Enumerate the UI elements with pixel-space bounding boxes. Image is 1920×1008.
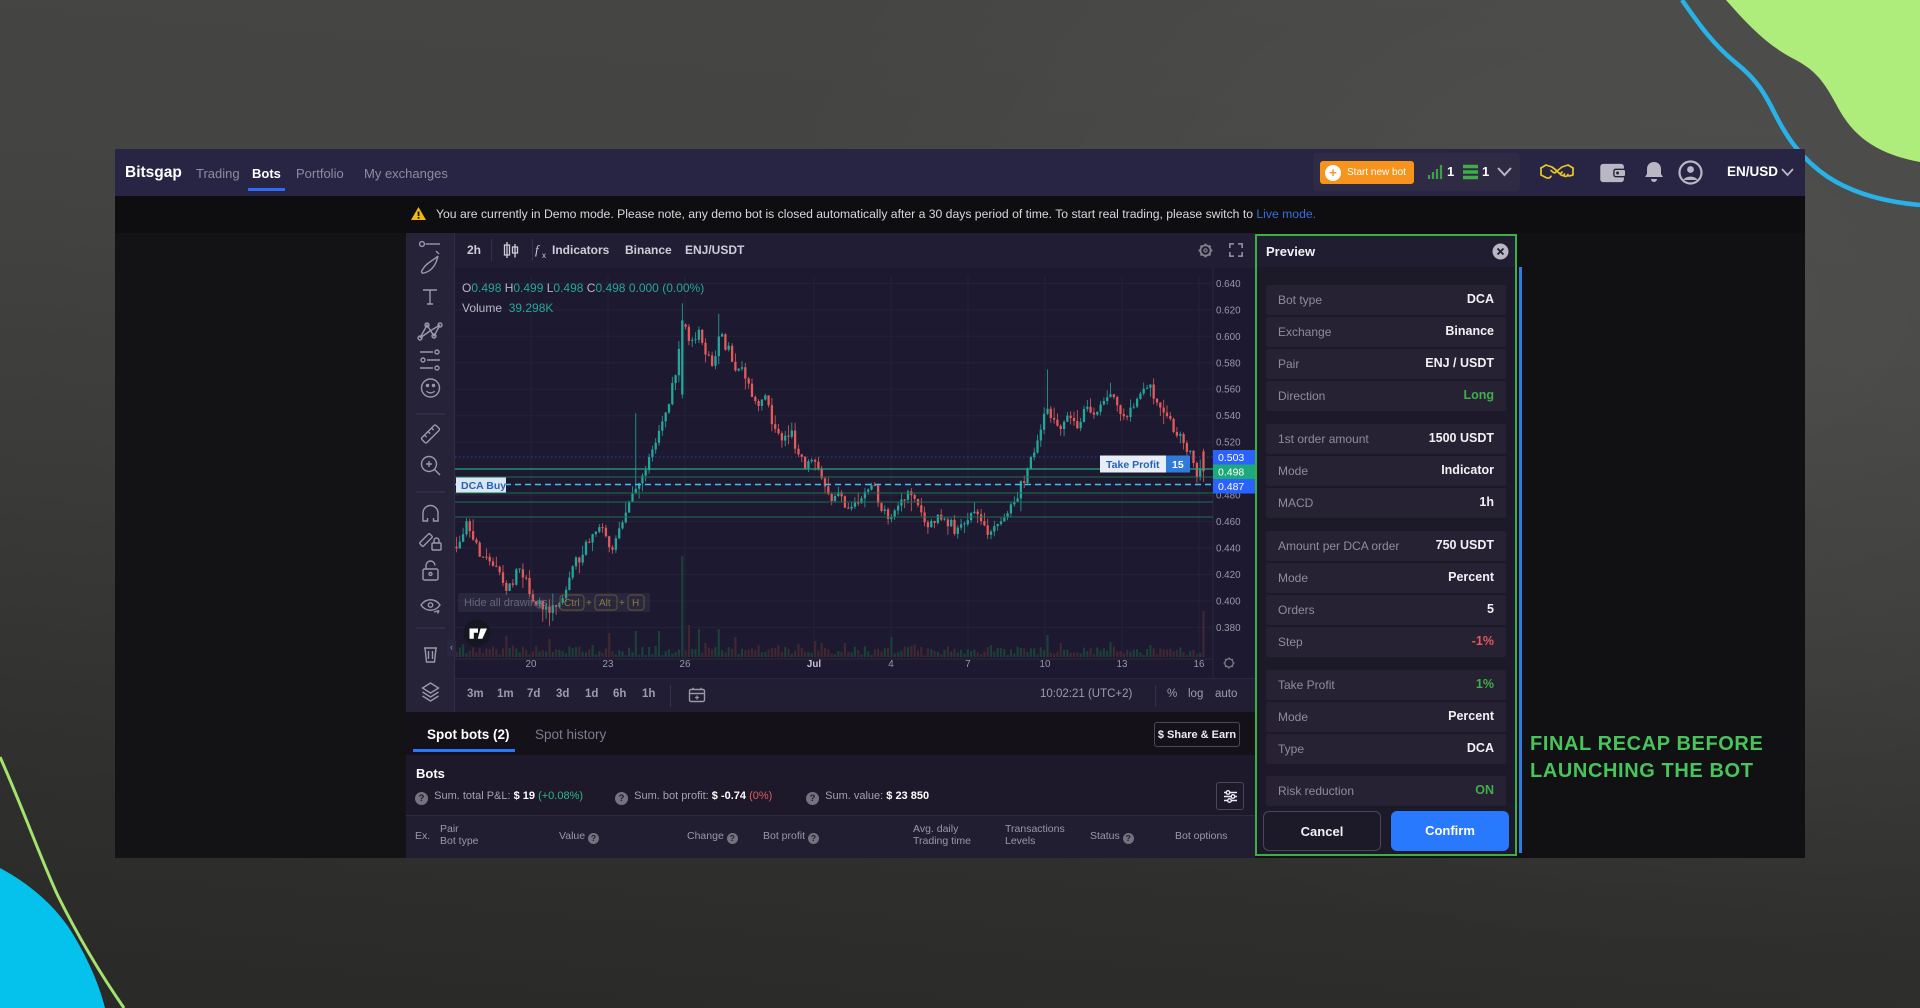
svg-text:Jul: Jul <box>807 659 821 670</box>
svg-text:13: 13 <box>1117 659 1128 670</box>
svg-text:0.600: 0.600 <box>1216 332 1241 343</box>
svg-text:Take Profit: Take Profit <box>1106 459 1160 471</box>
svg-text:0.400: 0.400 <box>1216 596 1241 607</box>
svg-text:0.380: 0.380 <box>1216 623 1241 634</box>
svg-text:15: 15 <box>1172 459 1184 471</box>
svg-text:0.420: 0.420 <box>1216 570 1241 581</box>
svg-text:x: x <box>542 251 546 259</box>
svg-text:+: + <box>619 598 625 609</box>
svg-text:0.503: 0.503 <box>1218 452 1244 464</box>
svg-text:0.520: 0.520 <box>1216 438 1241 449</box>
svg-text:DCA Buy: DCA Buy <box>461 480 506 492</box>
svg-text:4: 4 <box>888 659 894 670</box>
svg-text:H: H <box>632 598 639 609</box>
svg-text:0.580: 0.580 <box>1216 358 1241 369</box>
svg-text:16: 16 <box>1194 659 1205 670</box>
svg-text:+: + <box>586 598 592 609</box>
svg-text:0.560: 0.560 <box>1216 385 1241 396</box>
svg-text:0.498: 0.498 <box>1218 467 1244 479</box>
svg-text:Ctrl: Ctrl <box>564 598 580 609</box>
svg-text:23: 23 <box>603 659 614 670</box>
svg-text:0.640: 0.640 <box>1216 279 1241 290</box>
svg-text:Hide all drawings: Hide all drawings <box>464 597 548 609</box>
svg-text:20: 20 <box>526 659 537 670</box>
svg-text:10: 10 <box>1040 659 1051 670</box>
svg-text:f: f <box>535 242 541 257</box>
svg-text:0.480: 0.480 <box>1216 491 1241 502</box>
svg-text:7: 7 <box>965 659 970 670</box>
svg-text:0.540: 0.540 <box>1216 411 1241 422</box>
svg-text:0.620: 0.620 <box>1216 305 1241 316</box>
svg-text:0.460: 0.460 <box>1216 517 1241 528</box>
svg-text:0.440: 0.440 <box>1216 544 1241 555</box>
svg-text:0.487: 0.487 <box>1218 481 1244 493</box>
svg-text:Alt: Alt <box>599 598 611 609</box>
svg-text:26: 26 <box>680 659 691 670</box>
